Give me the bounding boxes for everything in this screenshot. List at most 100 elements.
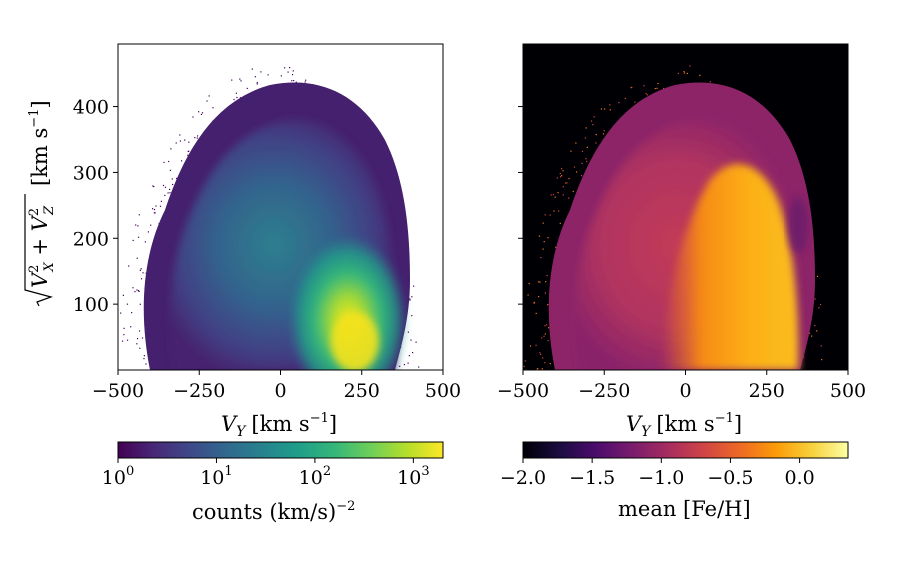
inferno-colorbar-ticks: −2.0 −1.5 −1.0 −0.5 0.0	[500, 458, 815, 489]
outlier-point	[559, 222, 561, 225]
outlier-point	[256, 81, 258, 84]
outlier-point	[126, 303, 129, 305]
outlier-point	[305, 79, 307, 81]
outlier-point	[709, 81, 711, 83]
left-x-axis-label: VY [km s−1]	[221, 411, 337, 440]
x-tick-label: −250	[173, 380, 225, 402]
outlier-point	[585, 158, 587, 160]
outlier-point	[233, 98, 235, 101]
outlier-point	[535, 344, 537, 346]
outlier-point	[155, 205, 157, 207]
x-tick-label: 0	[679, 380, 691, 402]
outlier-point	[580, 175, 583, 177]
outlier-point	[169, 192, 171, 194]
outlier-point	[159, 205, 162, 207]
x-tick-label: 250	[344, 380, 380, 402]
outlier-point	[138, 214, 140, 216]
left-x-ticks: −500 −250 0 250 500	[92, 370, 461, 402]
outlier-point	[293, 79, 295, 82]
right-panel: −500 −250 0 250 500 VY [km s−1] −2.0 −1.5 −1.0−…	[497, 43, 866, 521]
outlier-point	[581, 150, 584, 153]
outlier-point	[137, 236, 140, 238]
outlier-point	[135, 224, 137, 226]
outlier-point	[533, 301, 536, 303]
viridis-colorbar	[117, 441, 444, 459]
y-units: [km s−1]	[27, 100, 52, 186]
outlier-point	[184, 139, 186, 141]
outlier-point	[546, 274, 548, 277]
outlier-point	[291, 80, 293, 82]
outlier-point	[140, 278, 143, 280]
x-tick-label: 250	[749, 380, 785, 402]
outlier-point	[150, 224, 152, 226]
outlier-point	[553, 210, 555, 212]
x-tick-label: −500	[92, 380, 144, 402]
right-x-ticks: −500 −250 0 250 500	[497, 370, 866, 402]
x-tick-label: 0	[274, 380, 286, 402]
outlier-point	[260, 71, 262, 73]
outlier-point	[677, 72, 679, 75]
outlier-point	[132, 287, 134, 289]
colorbar-tick-label: 103	[397, 464, 429, 489]
outlier-point	[415, 341, 417, 343]
colorbar-tick-label: −1.5	[569, 467, 615, 489]
outlier-point	[411, 315, 413, 317]
y-tick-label: 400	[73, 97, 109, 119]
outlier-point	[816, 275, 819, 278]
right-metal-poor-stream	[788, 197, 808, 253]
outlier-point	[537, 295, 540, 298]
outlier-point	[562, 186, 564, 188]
outlier-point	[556, 177, 558, 179]
outlier-point	[645, 92, 647, 95]
y-tick-label: 100	[73, 294, 109, 316]
outlier-point	[555, 246, 557, 248]
outlier-point	[399, 365, 401, 367]
outlier-point	[171, 178, 173, 180]
outlier-point	[168, 188, 171, 191]
outlier-point	[595, 142, 597, 144]
outlier-point	[584, 137, 587, 139]
outlier-point	[544, 362, 546, 364]
outlier-point	[533, 302, 535, 304]
outlier-point	[409, 298, 411, 300]
outlier-point	[136, 337, 139, 340]
outlier-point	[600, 108, 603, 110]
outlier-point	[231, 79, 233, 81]
outlier-point	[592, 124, 594, 126]
outlier-point	[284, 67, 286, 69]
outlier-point	[164, 186, 167, 188]
outlier-point	[568, 177, 570, 180]
outlier-point	[541, 337, 543, 339]
outlier-point	[540, 257, 542, 259]
outlier-point	[170, 148, 172, 150]
outlier-point	[120, 312, 122, 314]
outlier-point	[543, 335, 545, 337]
outlier-point	[656, 87, 658, 89]
outlier-point	[144, 241, 146, 243]
outlier-point	[151, 208, 154, 210]
outlier-point	[180, 160, 183, 162]
outlier-point	[208, 95, 210, 97]
outlier-point	[643, 85, 645, 87]
outlier-point	[654, 88, 656, 90]
outlier-point	[816, 330, 818, 332]
outlier-point	[561, 175, 563, 177]
outlier-point	[212, 107, 214, 109]
outlier-point	[138, 330, 141, 332]
outlier-point	[137, 290, 140, 292]
outlier-point	[153, 185, 155, 188]
outlier-point	[153, 208, 156, 211]
outlier-point	[602, 133, 605, 135]
outlier-point	[646, 94, 648, 96]
outlier-point	[618, 101, 620, 104]
outlier-point	[198, 111, 200, 113]
outlier-point	[196, 135, 199, 137]
x-tick-label: −250	[578, 380, 630, 402]
outlier-point	[145, 363, 147, 365]
outlier-point	[287, 71, 289, 73]
outlier-point	[139, 347, 141, 349]
outlier-point	[699, 74, 701, 76]
left-heatmap	[118, 67, 420, 370]
outlier-point	[134, 290, 136, 293]
